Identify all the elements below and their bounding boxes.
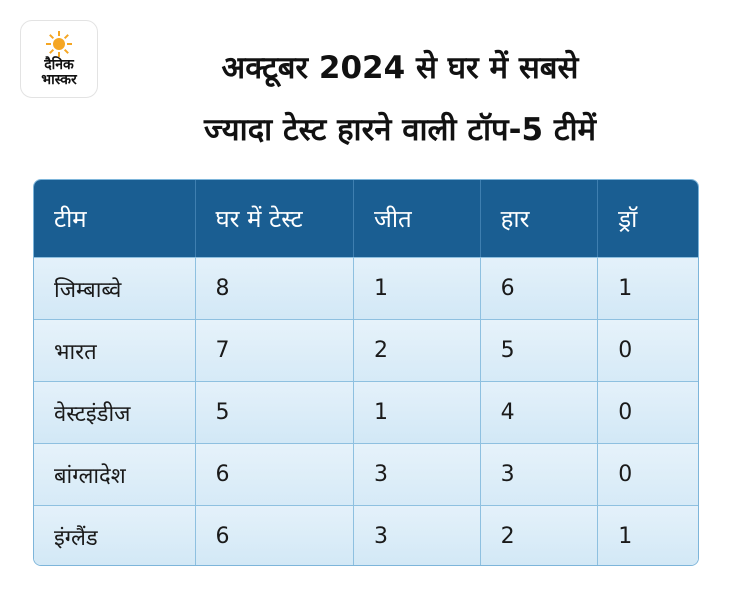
table-row: इंग्लैंड 6 3 2 1 [34, 505, 698, 565]
team-cell: भारत [34, 320, 196, 381]
losses-cell: 2 [481, 506, 599, 565]
team-cell: बांग्लादेश [34, 444, 196, 505]
table-header-row: टीम घर में टेस्ट जीत हार ड्रॉ [34, 180, 698, 257]
losses-cell: 5 [481, 320, 599, 381]
team-cell: इंग्लैंड [34, 506, 196, 565]
table-row: जिम्बाब्वे 8 1 6 1 [34, 257, 698, 319]
wins-cell: 1 [354, 258, 481, 319]
home-tests-cell: 6 [196, 444, 355, 505]
wins-cell: 3 [354, 506, 481, 565]
table-row: बांग्लादेश 6 3 3 0 [34, 443, 698, 505]
header-cell-wins: जीत [354, 180, 481, 257]
chart-title-line1: अक्टूबर 2024 से घर में सबसे [221, 50, 579, 86]
table-row: वेस्टइंडीज 5 1 4 0 [34, 381, 698, 443]
losses-cell: 4 [481, 382, 599, 443]
logo-line1: दैनिक [44, 56, 74, 73]
sun-icon [46, 30, 72, 57]
home-tests-cell: 8 [196, 258, 355, 319]
wins-cell: 3 [354, 444, 481, 505]
draws-cell: 0 [618, 462, 633, 487]
draws-cell: 1 [618, 524, 633, 549]
losses-cell: 3 [481, 444, 599, 505]
home-tests-cell: 7 [196, 320, 355, 381]
home-tests-cell: 6 [196, 506, 355, 565]
data-table: टीम घर में टेस्ट जीत हार ड्रॉ जिम्बाब्वे… [33, 179, 699, 566]
wins-cell: 1 [354, 382, 481, 443]
losses-cell: 6 [481, 258, 599, 319]
table-row: भारत 7 2 5 0 [34, 319, 698, 381]
header-cell-losses: हार [481, 180, 599, 257]
logo-line2: भास्कर [41, 71, 77, 88]
header-cell-team: टीम [34, 180, 196, 257]
home-tests-cell: 5 [196, 382, 355, 443]
header-cell-draws: ड्रॉ [618, 205, 638, 233]
team-cell: वेस्टइंडीज [34, 382, 196, 443]
wins-cell: 2 [354, 320, 481, 381]
draws-cell: 1 [618, 276, 633, 301]
draws-cell: 0 [618, 338, 633, 363]
header-cell-home-tests: घर में टेस्ट [196, 180, 355, 257]
dainik-bhaskar-logo: दैनिक भास्कर [20, 20, 98, 98]
chart-title-line2: ज्यादा टेस्ट हारने वाली टॉप-5 टीमें [203, 112, 597, 148]
draws-cell: 0 [618, 400, 633, 425]
team-cell: जिम्बाब्वे [34, 258, 196, 319]
